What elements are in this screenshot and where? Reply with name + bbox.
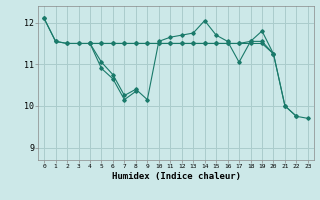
X-axis label: Humidex (Indice chaleur): Humidex (Indice chaleur) <box>111 172 241 181</box>
